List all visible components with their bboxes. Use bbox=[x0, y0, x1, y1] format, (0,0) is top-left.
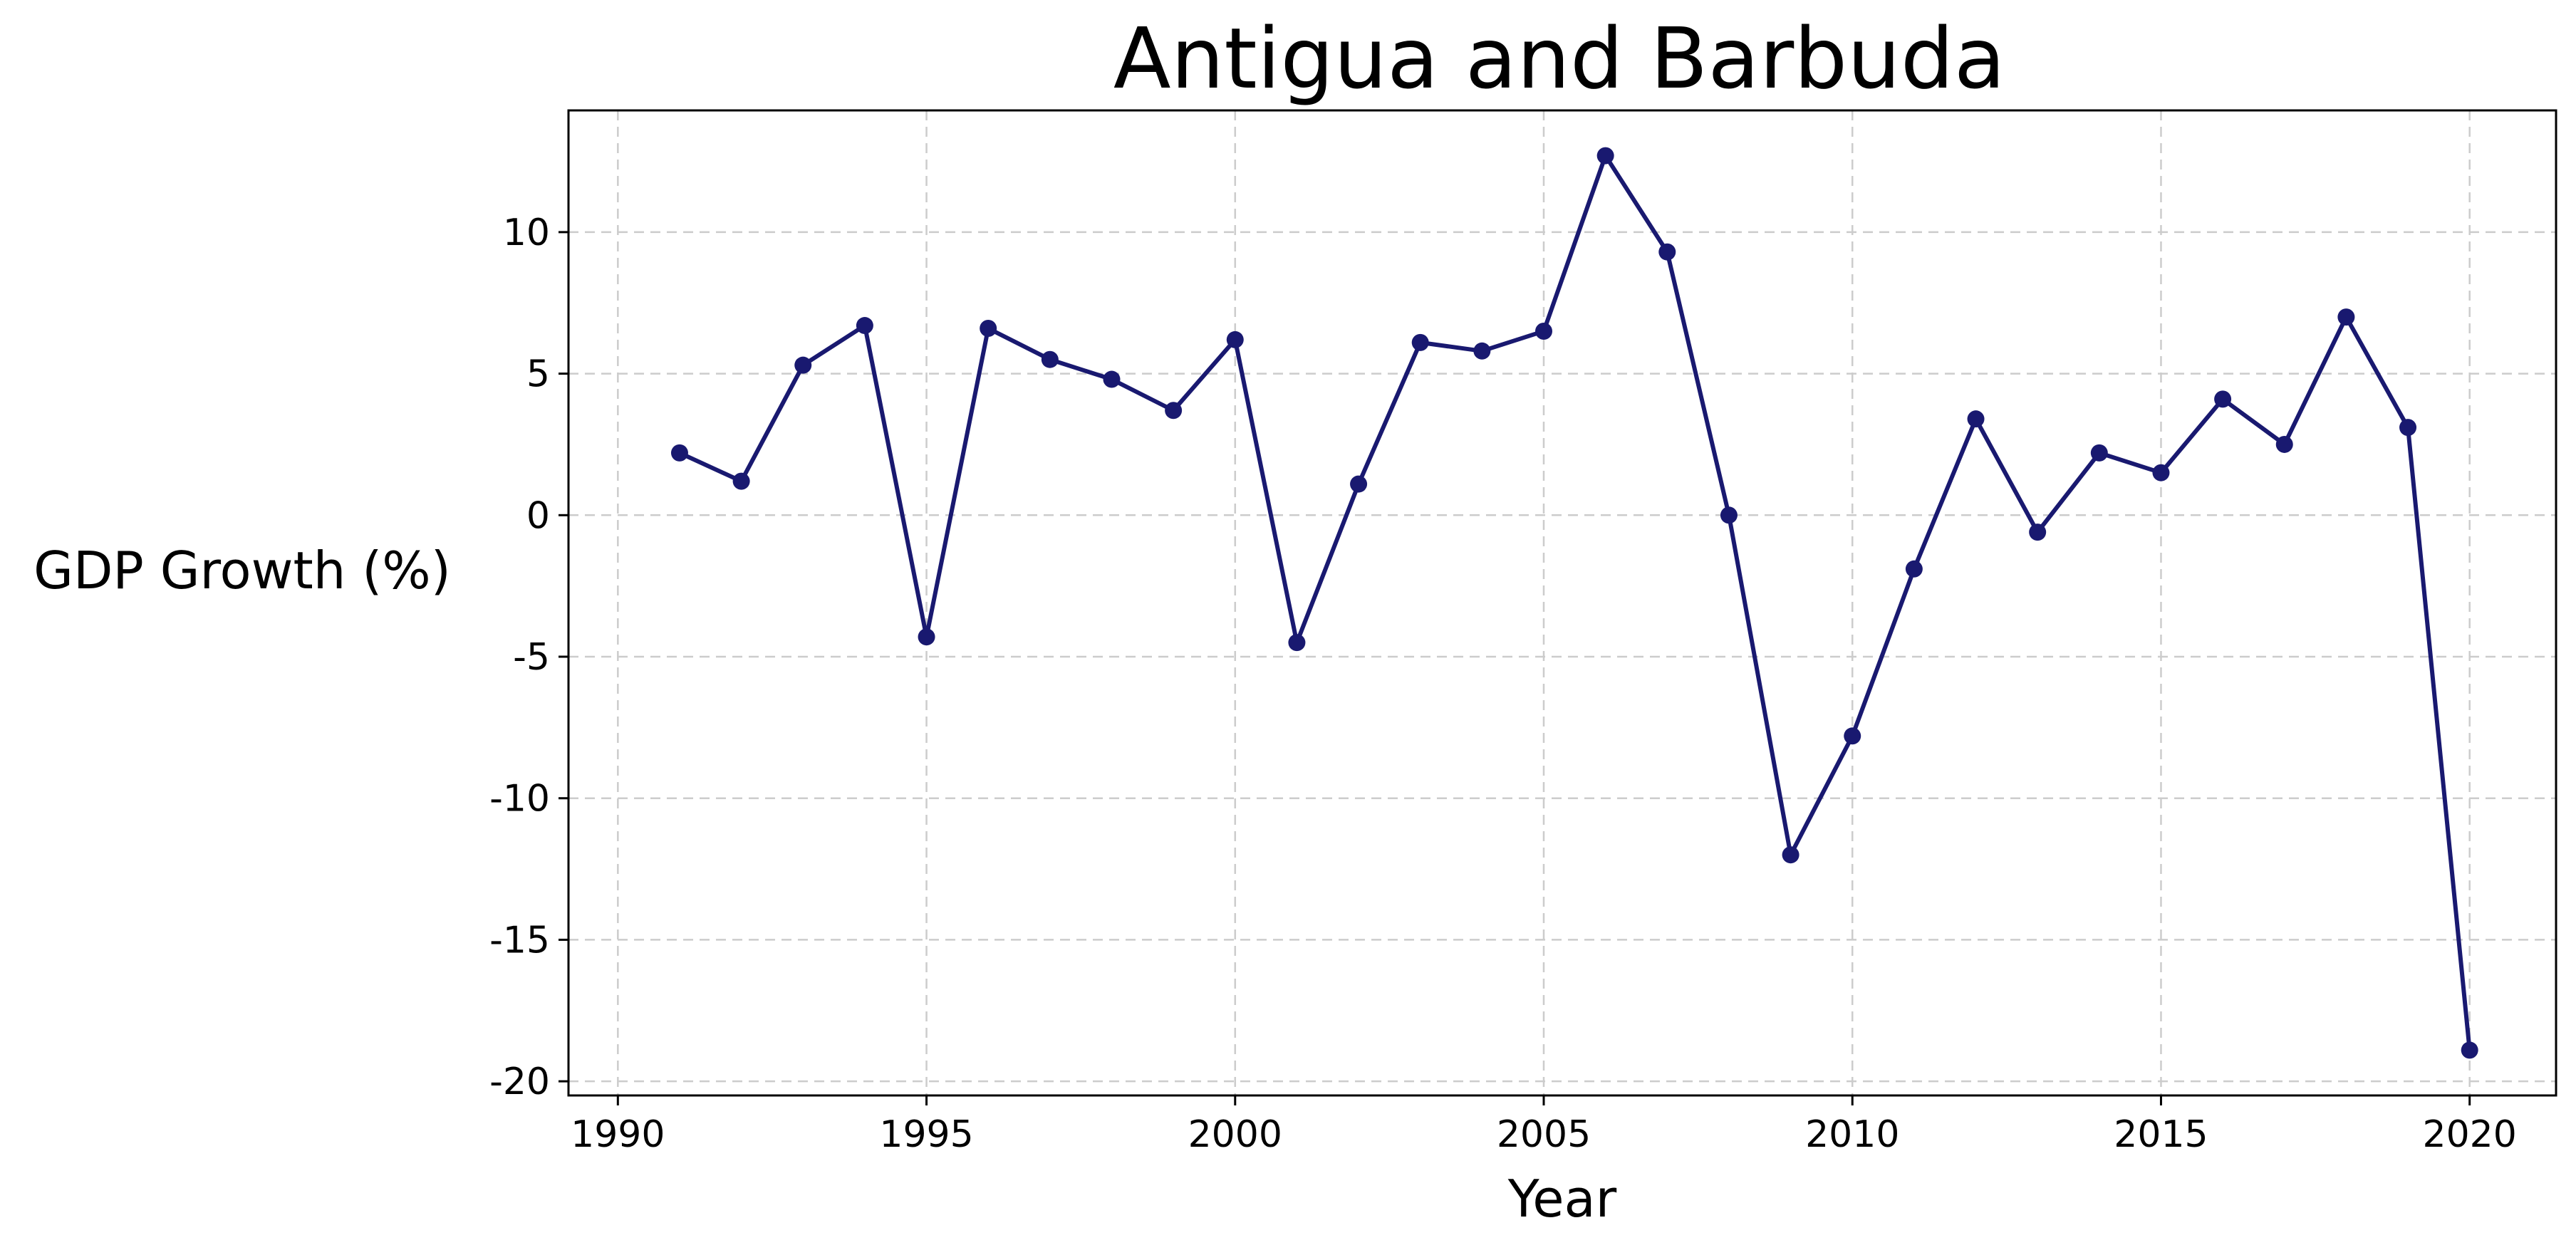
series-line bbox=[677, 153, 2472, 1053]
data-point bbox=[732, 472, 750, 490]
data-point bbox=[2399, 419, 2417, 437]
plot-frame bbox=[567, 109, 2557, 1097]
x-tick-label: 1990 bbox=[571, 1113, 665, 1156]
data-point bbox=[1905, 560, 1923, 578]
tick-labels: 1990 1995 2000 2005 2010 2015 2020 -20 -15 -10 -5 0… bbox=[489, 212, 2517, 1156]
x-tick-label: 1995 bbox=[879, 1113, 973, 1156]
data-point bbox=[1288, 634, 1306, 652]
data-point bbox=[670, 444, 688, 462]
y-tick-label: 5 bbox=[526, 353, 550, 396]
data-point bbox=[2090, 444, 2108, 462]
data-point bbox=[1844, 727, 1861, 745]
y-tick-label: 10 bbox=[503, 212, 550, 254]
y-axis-label: GDP Growth (%) bbox=[33, 541, 451, 600]
data-point bbox=[918, 628, 935, 646]
x-tick-label: 2005 bbox=[1497, 1113, 1591, 1156]
x-tick-label: 2020 bbox=[2423, 1113, 2517, 1156]
data-point bbox=[2029, 524, 2047, 541]
data-point bbox=[1596, 147, 1614, 165]
data-point bbox=[794, 356, 812, 374]
x-tick-label: 2000 bbox=[1188, 1113, 1282, 1156]
x-tick-label: 2015 bbox=[2114, 1113, 2208, 1156]
y-tick-label: -10 bbox=[489, 778, 550, 821]
x-axis-label: Year bbox=[1507, 1169, 1617, 1229]
chart-title: Antigua and Barbuda bbox=[1113, 9, 2005, 108]
y-tick-label: -20 bbox=[489, 1061, 550, 1103]
plot-series bbox=[670, 147, 2478, 1059]
data-point bbox=[980, 320, 997, 338]
data-point bbox=[1350, 475, 1368, 493]
ticks bbox=[559, 231, 2471, 1105]
data-point bbox=[1720, 506, 1738, 524]
data-point bbox=[1411, 333, 1429, 351]
data-point bbox=[2461, 1041, 2478, 1059]
data-point bbox=[1782, 846, 1799, 864]
x-tick-label: 2010 bbox=[1805, 1113, 1899, 1156]
y-tick-label: -5 bbox=[513, 636, 550, 679]
data-point bbox=[2214, 390, 2232, 408]
data-point bbox=[856, 317, 873, 335]
data-point bbox=[1658, 243, 1676, 261]
data-point bbox=[1473, 342, 1491, 360]
data-point bbox=[2337, 308, 2355, 326]
y-tick-label: 0 bbox=[526, 494, 550, 537]
data-point bbox=[1165, 402, 1183, 420]
data-point bbox=[2152, 464, 2170, 481]
grid bbox=[568, 110, 2556, 1095]
data-point bbox=[2275, 435, 2293, 453]
y-tick-label: -15 bbox=[489, 919, 550, 962]
data-point bbox=[1535, 322, 1553, 340]
data-point bbox=[1103, 370, 1121, 388]
data-point bbox=[1967, 410, 1985, 428]
data-point bbox=[1041, 350, 1059, 368]
data-point bbox=[1226, 330, 1244, 348]
